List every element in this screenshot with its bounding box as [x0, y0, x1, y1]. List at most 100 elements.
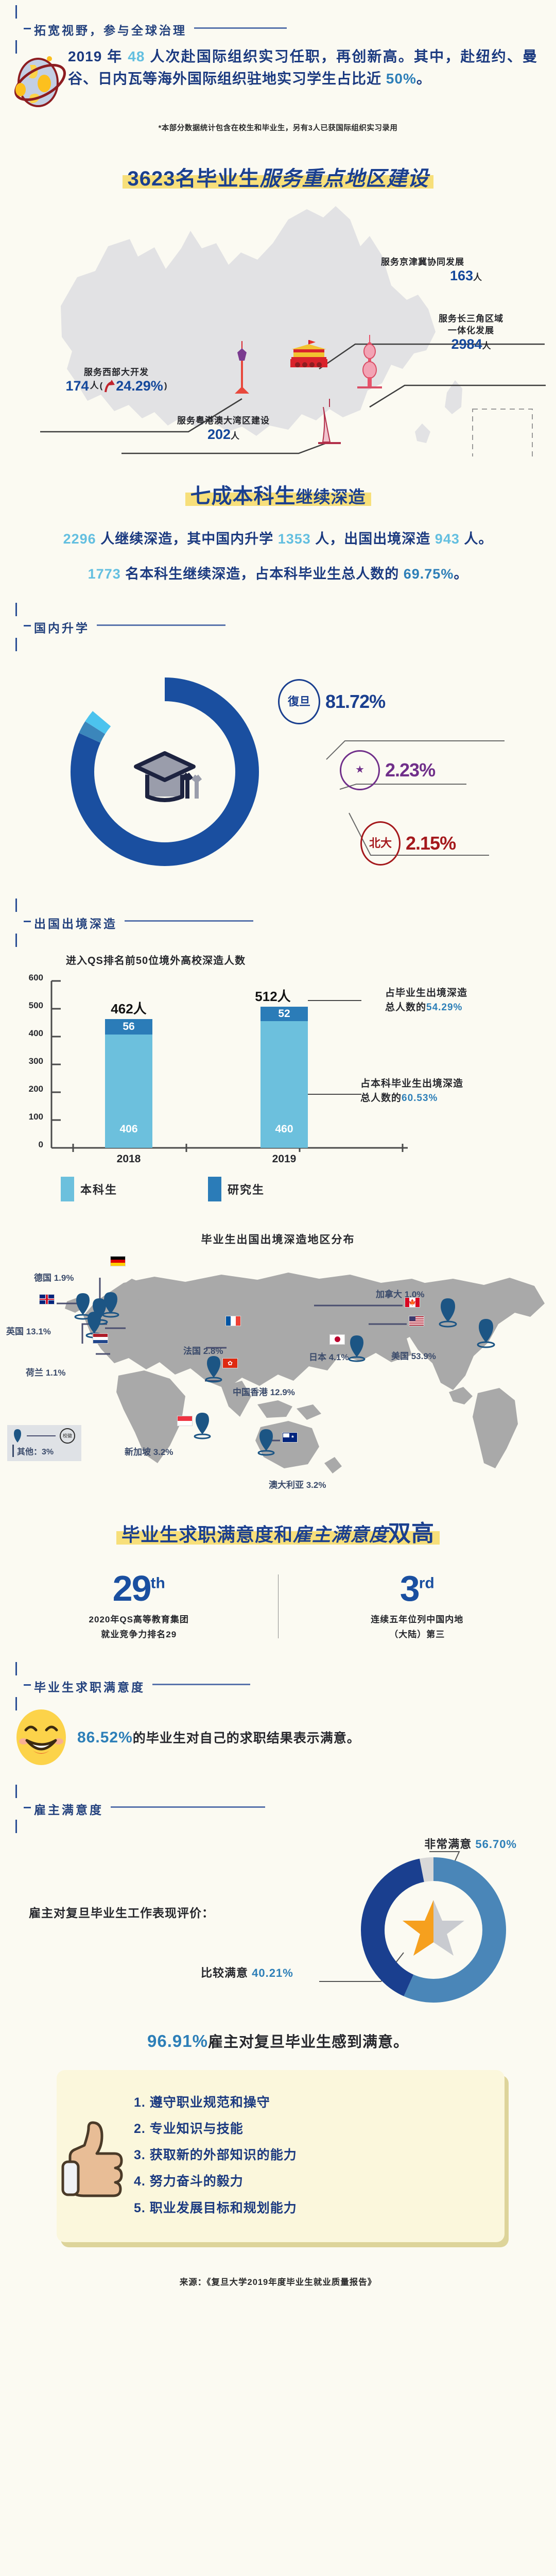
flag-uk-icon	[39, 1294, 55, 1304]
rank-qs-value: 29	[112, 1568, 152, 1608]
legend-undergrad: 本科生	[61, 1176, 118, 1201]
fudan-percentage: 81.72%	[325, 690, 386, 712]
map-pins	[74, 1292, 495, 1456]
banner-undergrad-further-study: 七成本科生继续深造	[0, 472, 556, 514]
callout-changsanjiao-title-1: 服务长三角区域	[439, 314, 503, 324]
legend-swatch-undergrad	[61, 1176, 74, 1201]
callout-xibu-title: 服务西部大开发	[84, 367, 149, 377]
tick-bottom-emp	[15, 1819, 17, 1833]
smiley-icon	[16, 1709, 66, 1765]
rank-mainland: 3rd 连续五年位列中国内地 （大陆）第三	[279, 1570, 556, 1642]
heading-rule-job	[152, 1684, 250, 1686]
section-heading-job-label: 毕业生求职满意度	[34, 1680, 145, 1694]
list-item: 2. 专业知识与技能	[134, 2121, 244, 2136]
list-item: 3. 获取新的外部知识的能力	[134, 2148, 297, 2163]
rank-mainland-suffix: rd	[419, 1574, 435, 1592]
section-heading-overseas: 出国出境深造	[0, 898, 556, 947]
source-line: 来源：《复旦大学2019年度毕业生就业质量报告》	[179, 2277, 377, 2287]
employer-very-satisfied-label: 非常满意 56.70%	[424, 1835, 517, 1852]
y-tick-400: 400	[28, 1028, 43, 1038]
tick-top-domestic	[15, 602, 17, 616]
label-canada: 加拿大 1.0%	[376, 1289, 425, 1299]
callout-xibu-value: 174 人( 24.29%)	[65, 378, 167, 394]
bar-2018[interactable]: 56 406	[105, 1019, 152, 1148]
intro-number-50pct: 50%	[386, 71, 416, 87]
flag-netherlands-icon	[93, 1333, 108, 1344]
qs-top50-bar-chart: 进入QS排名前50位境外高校深造人数 0 100 200 300 400 500…	[0, 949, 556, 1201]
annotation-undergrad-share-line2: 总人数的60.53%	[360, 1093, 438, 1104]
job-satisfaction-pct: 86.52%	[77, 1728, 133, 1746]
banner-text-1: 名毕业生	[175, 167, 260, 190]
rank-mainland-caption-line1: 连续五年位列中国内地	[371, 1614, 464, 1624]
callout-changsanjiao-value: 2984人	[391, 336, 551, 352]
label-netherlands: 荷兰 1.1%	[26, 1367, 66, 1378]
up-arrow-icon	[105, 379, 115, 393]
peking-result-row: 北大 2.15%	[360, 821, 456, 866]
legend-label-undergrad: 本科生	[80, 1183, 118, 1196]
tick-bottom-job	[15, 1697, 17, 1710]
fudan-result-row: 復旦 81.72%	[278, 679, 386, 724]
callout-jingjinji-unit: 人	[473, 272, 482, 282]
tsinghua-result-row: ★ 2.23%	[340, 750, 436, 790]
bar-2018-undergrad-value: 406	[119, 1123, 138, 1135]
rank-qs-number: 29th	[0, 1570, 278, 1606]
callout-changsanjiao: 服务长三角区域 一体化发展 2984人	[391, 313, 551, 352]
label-australia: 澳大利亚 3.2%	[269, 1480, 326, 1490]
annotation-total-share-pct: 54.29%	[426, 1002, 463, 1013]
dash-mark	[24, 27, 31, 29]
label-singapore: 新加坡 3.2%	[125, 1447, 173, 1457]
tick-bottom-domestic	[15, 637, 17, 651]
annotation-undergrad-share: 占本科毕业生出境深造 总人数的60.53%	[360, 1077, 463, 1106]
pin-icon-canada	[439, 1298, 457, 1328]
heading-rule	[194, 27, 287, 29]
rank-divider	[277, 1574, 279, 1638]
fs-p1-2296: 2296	[63, 531, 96, 547]
employer-very-satisfied-text: 非常满意	[424, 1837, 472, 1851]
heading-rule-emp	[111, 1806, 265, 1808]
bar-2019[interactable]: 52 460	[260, 1006, 308, 1148]
tick-top-job	[15, 1662, 17, 1675]
world-map-shape	[57, 1272, 545, 1473]
annotation-total-share-line2: 总人数的54.29%	[385, 1002, 463, 1013]
job-satisfaction-text: 86.52%的毕业生对自己的求职结果表示满意。	[77, 1728, 360, 1747]
y-tick-500: 500	[28, 1000, 43, 1010]
section-heading-domestic-label: 国内升学	[34, 621, 90, 635]
callout-xibu-unit: 人	[90, 381, 99, 391]
callout-xibu: 服务西部大开发 174 人( 24.29%)	[39, 367, 194, 394]
domestic-donut-svg	[71, 677, 259, 866]
fs-p1-943: 943	[435, 531, 460, 547]
fudan-seal-icon: 復旦	[278, 679, 320, 724]
banner-sat-text-2: 雇主满意度	[293, 1523, 389, 1545]
callout-jingjinji-title: 服务京津冀协同发展	[381, 257, 464, 267]
callout-jingjinji: 服务京津冀协同发展 163人	[381, 257, 551, 284]
intro-part-3: 。	[416, 71, 431, 87]
fs-p2-text-1: 名本科生继续深造，占本科毕业生总人数的	[120, 566, 404, 582]
pin-icon-france	[102, 1292, 119, 1318]
banner-sat-text-1: 毕业生求职满意度和	[121, 1523, 293, 1545]
rank-qs-caption-line2: 就业竞争力排名29	[101, 1629, 177, 1639]
tick-bottom	[15, 40, 17, 54]
fs-p1-text-1: 人继续深造，其中国内升学	[96, 531, 278, 547]
x-tick-2018: 2018	[116, 1153, 141, 1165]
label-germany: 德国 1.9%	[34, 1273, 74, 1283]
fs-p1-1353: 1353	[277, 531, 311, 547]
further-study-paragraph-1: 2296 人继续深造，其中国内升学 1353 人，出国出境深造 943 人。	[0, 514, 556, 551]
intro-footnote: *本部分数据统计包含在校生和毕业生，另有3人已获国际组织实习录用	[158, 124, 398, 132]
label-usa: 美国 53.9%	[391, 1351, 436, 1361]
banner-number: 3623	[127, 167, 176, 190]
graduation-cap-icon	[134, 751, 202, 802]
employer-summary-text: 雇主对复旦毕业生感到满意。	[207, 2033, 409, 2050]
rank-mainland-number: 3rd	[279, 1570, 556, 1606]
tick-top	[15, 5, 17, 19]
infographic-page: 拓宽视野，参与全球治理 2019 年 48 人次赴国际组织实习任职，再创新高。其…	[0, 5, 556, 2287]
label-japan: 日本 4.1%	[309, 1352, 349, 1362]
peking-percentage: 2.15%	[406, 832, 456, 854]
ranking-row: 29th 2020年QS高等教育集团 就业竞争力排名29 3rd 连续五年位列中…	[0, 1553, 556, 1648]
y-tick-600: 600	[28, 972, 43, 982]
bar-chart-title: 进入QS排名前50位境外高校深造人数	[66, 955, 246, 967]
banner-undergrad-text-1: 七成本科生	[190, 485, 296, 507]
employer-fairly-satisfied-pct: 40.21%	[252, 1966, 293, 1979]
fs-p2-6975: 69.75%	[403, 566, 454, 582]
callout-yuegangao: 服务粤港澳大湾区建设 202人	[120, 415, 326, 443]
fs-p2-1773: 1773	[88, 566, 121, 582]
